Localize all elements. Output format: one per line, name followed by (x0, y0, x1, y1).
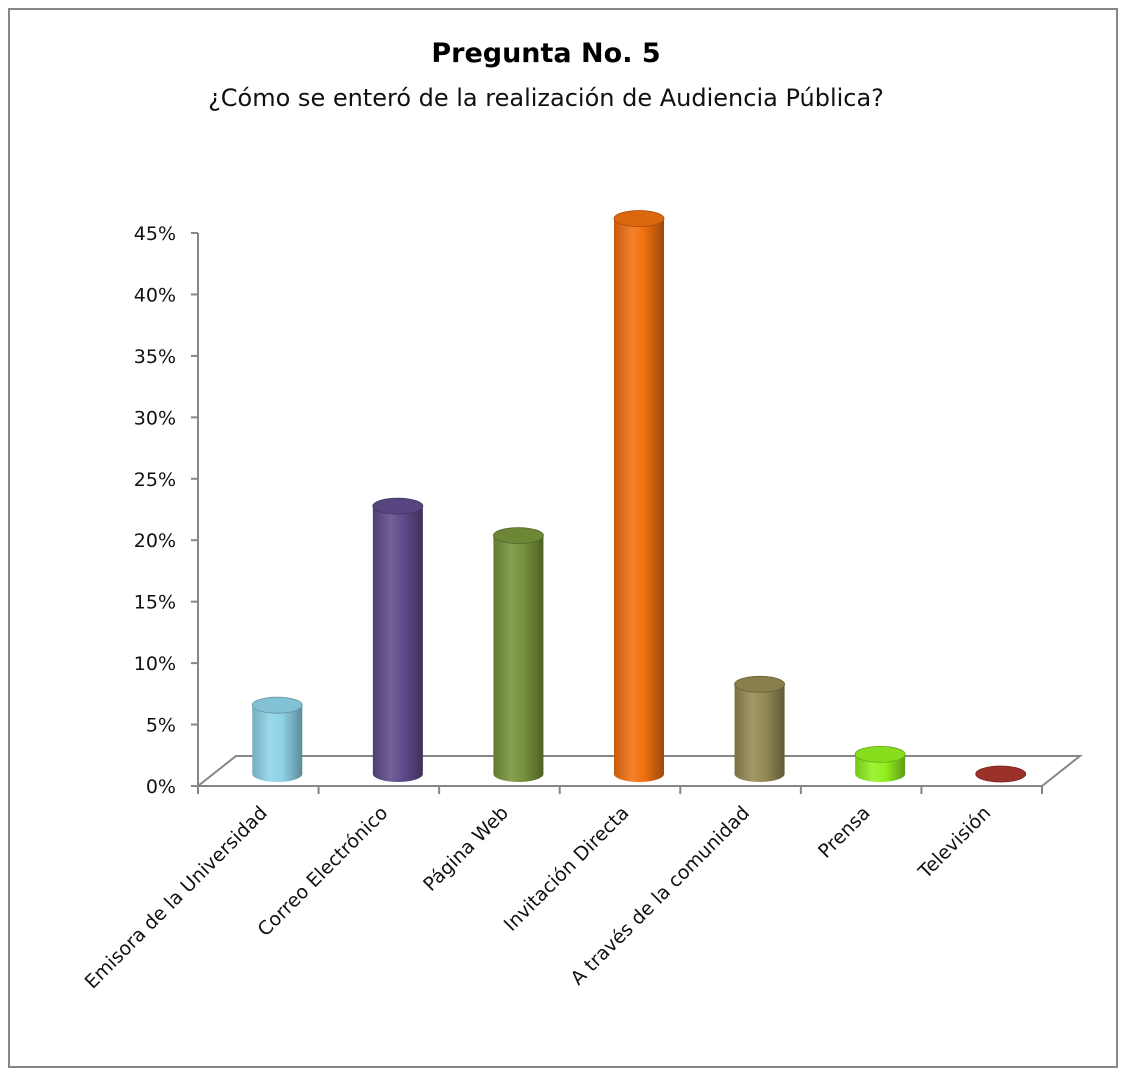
y-tick-label: 20% (134, 530, 176, 552)
bar-body (493, 535, 544, 782)
bar-body (372, 506, 423, 782)
chart-title: Pregunta No. 5 (431, 38, 660, 69)
bar-body (252, 705, 303, 782)
x-category-label: Invitación Directa (500, 802, 634, 936)
y-tick-label: 15% (134, 592, 176, 614)
bar-top (372, 497, 424, 515)
bar-top (251, 696, 303, 714)
bar (613, 210, 665, 782)
chart-subtitle: ¿Cómo se enteró de la realización de Aud… (208, 84, 884, 112)
y-tick-label: 25% (134, 469, 176, 491)
bar (372, 497, 424, 782)
chart-frame (8, 8, 1118, 1068)
y-tick-label: 30% (134, 407, 176, 429)
bar-body (734, 684, 785, 782)
x-category-label: Prensa (814, 802, 875, 863)
bar (854, 745, 906, 782)
bar (251, 696, 303, 782)
x-category-label: Televisión (914, 802, 996, 884)
y-tick-label: 45% (134, 223, 176, 245)
y-tick-label: 10% (134, 653, 176, 675)
y-tick-label: 35% (134, 346, 176, 368)
bar (734, 675, 785, 782)
bar (975, 765, 1027, 783)
y-axis-tick-labels: 0% 5% 10% 15% 20% 25% 30% 35% 40% 45% (134, 223, 176, 798)
x-category-label: Correo Electrónico (254, 802, 393, 941)
y-tick-label: 40% (134, 284, 176, 306)
bar-top (975, 765, 1027, 783)
y-tick-label: 0% (146, 776, 176, 798)
chart-bars (251, 210, 1027, 783)
x-category-label: Página Web (419, 802, 513, 896)
bar-top (493, 527, 544, 544)
x-category-label: Emisora de la Universidad (81, 802, 272, 993)
y-tick-label: 5% (146, 715, 176, 737)
bar-top (613, 210, 665, 227)
bar-body (614, 218, 664, 782)
bar-top (734, 675, 785, 693)
bar-top (854, 745, 906, 763)
bar (493, 527, 544, 782)
